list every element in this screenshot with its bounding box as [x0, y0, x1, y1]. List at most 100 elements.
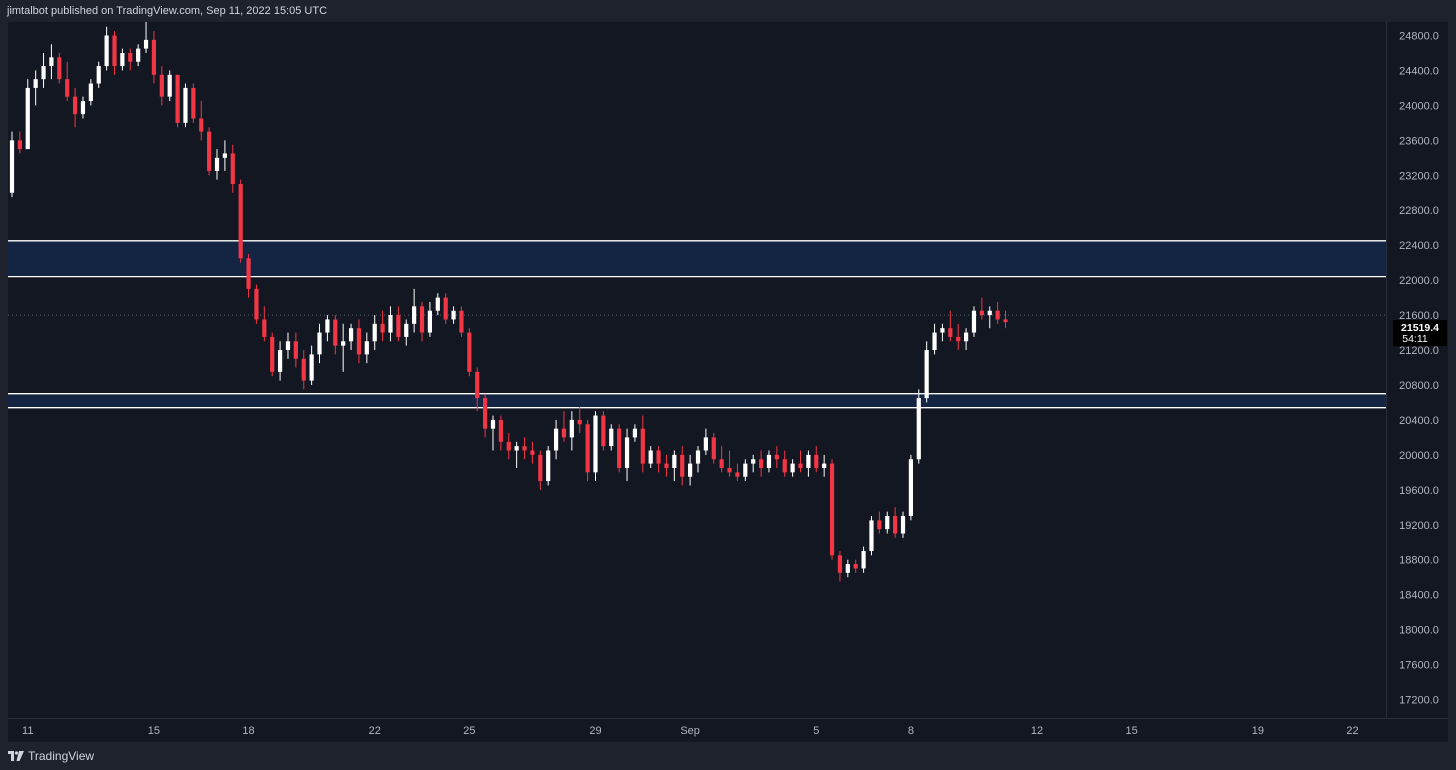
candle-body-down: [538, 454, 543, 482]
y-tick-label: 19600.0: [1399, 485, 1439, 497]
y-tick-label: 22400.0: [1399, 240, 1439, 252]
candle-body-down: [782, 459, 787, 473]
candle-body-down: [948, 328, 953, 337]
y-tick-label: 18800.0: [1399, 555, 1439, 567]
candle-body-up: [404, 323, 409, 337]
candle-body-down: [798, 463, 803, 468]
x-tick-label: 29: [589, 725, 601, 737]
x-tick-label: 8: [908, 725, 914, 737]
candle-body-down: [175, 74, 180, 123]
candle-body-up: [924, 350, 929, 399]
current-price-label: 21519.4: [1401, 322, 1439, 334]
candle-body-up: [632, 428, 638, 438]
candle-body-up: [593, 415, 598, 473]
y-tick-label: 24800.0: [1399, 31, 1439, 43]
candle-body-up: [412, 306, 417, 324]
x-tick-label: 19: [1252, 725, 1264, 737]
candle-body-down: [475, 371, 480, 399]
candle-body-down: [293, 341, 298, 359]
candle-body-up: [136, 48, 141, 62]
x-tick-label: 12: [1031, 725, 1043, 737]
candle-body-down: [238, 184, 243, 259]
candle-body-up: [348, 328, 354, 342]
candle-body-up: [96, 66, 101, 84]
x-tick-label: Sep: [680, 725, 700, 737]
candle-body-up: [743, 463, 748, 477]
candle-body-up: [143, 39, 149, 49]
candle-body-up: [971, 310, 977, 333]
chart-area[interactable]: 17200.0 17600.0 18000.0 18400.0 18800.0 19200…: [8, 18, 1448, 742]
candle-body-down: [656, 450, 661, 464]
candle-body-up: [9, 140, 15, 193]
candle-body-up: [364, 341, 369, 355]
candle-body-up: [869, 520, 874, 551]
candle-body-down: [380, 323, 385, 333]
y-tick-label: 21200.0: [1399, 345, 1439, 357]
candle-body-down: [356, 328, 362, 355]
candle-body-down: [577, 419, 582, 425]
candle-body-up: [325, 319, 330, 333]
candle-body-down: [758, 459, 764, 468]
candle-body-down: [530, 450, 535, 455]
candle-body-up: [341, 341, 346, 346]
footer-brand[interactable]: TradingView: [28, 749, 95, 763]
tradingview-logo-icon[interactable]: [8, 751, 24, 761]
y-tick-label: 17600.0: [1399, 660, 1439, 672]
candle-body-down: [585, 424, 590, 473]
x-tick-label: 15: [148, 725, 160, 737]
y-tick-label: 20800.0: [1399, 380, 1439, 392]
candle-body-down: [995, 310, 1000, 320]
candle-body-up: [41, 66, 46, 80]
candle-body-up: [317, 332, 322, 355]
y-tick-label: 20000.0: [1399, 450, 1439, 462]
candle-body-down: [191, 87, 196, 119]
candle-body-up: [214, 157, 220, 171]
candle-body-down: [498, 419, 503, 442]
candle-body-down: [467, 332, 472, 372]
candle-body-down: [561, 428, 567, 438]
y-tick-label: 24000.0: [1399, 100, 1439, 112]
candle-body-down: [601, 415, 606, 447]
x-tick-label: 22: [1346, 725, 1358, 737]
x-tick-label: 11: [22, 725, 33, 737]
candle-body-up: [88, 83, 93, 102]
candle-body-up: [703, 437, 708, 451]
candle-body-down: [877, 520, 882, 530]
x-tick-label: 22: [369, 725, 381, 737]
candle-body-up: [285, 341, 291, 351]
candle-body-down: [829, 463, 835, 556]
candle-body-down: [207, 131, 212, 171]
candle-body-down: [837, 555, 843, 573]
candle-body-down: [443, 297, 448, 320]
candle-body-up: [695, 450, 701, 464]
y-tick-label: 24400.0: [1399, 65, 1439, 77]
candle-body-down: [617, 428, 622, 468]
x-tick-label: 18: [242, 725, 254, 737]
chart-background: [8, 22, 1448, 742]
candle-body-up: [80, 101, 86, 115]
x-tick-label: 15: [1126, 725, 1138, 737]
candle-body-down: [246, 258, 251, 289]
x-tick-label: 5: [813, 725, 819, 737]
candle-body-up: [388, 315, 393, 333]
candlestick-chart[interactable]: 17200.017600.018000.018400.018800.019200…: [8, 18, 1448, 742]
candle-body-up: [222, 153, 227, 158]
candle-body-down: [640, 428, 645, 464]
candle-body-down: [956, 336, 961, 342]
resistance-zone: [8, 240, 1386, 277]
candle-body-down: [65, 79, 70, 97]
candle-body-down: [419, 306, 425, 333]
current-price-badge: [1393, 320, 1447, 347]
candle-body-up: [845, 564, 850, 573]
candle-body-down: [853, 564, 858, 569]
publish-header: jimtalbot published on TradingView.com, …: [0, 0, 1456, 22]
y-tick-label: 20400.0: [1399, 415, 1439, 427]
candle-body-down: [711, 437, 716, 460]
candle-body-up: [688, 463, 693, 477]
y-tick-label: 21600.0: [1399, 310, 1439, 322]
candle-body-up: [569, 419, 574, 438]
candle-body-up: [987, 310, 992, 316]
candle-body-down: [814, 454, 819, 468]
candle-body-up: [916, 398, 921, 460]
candle-body-up: [885, 516, 890, 530]
